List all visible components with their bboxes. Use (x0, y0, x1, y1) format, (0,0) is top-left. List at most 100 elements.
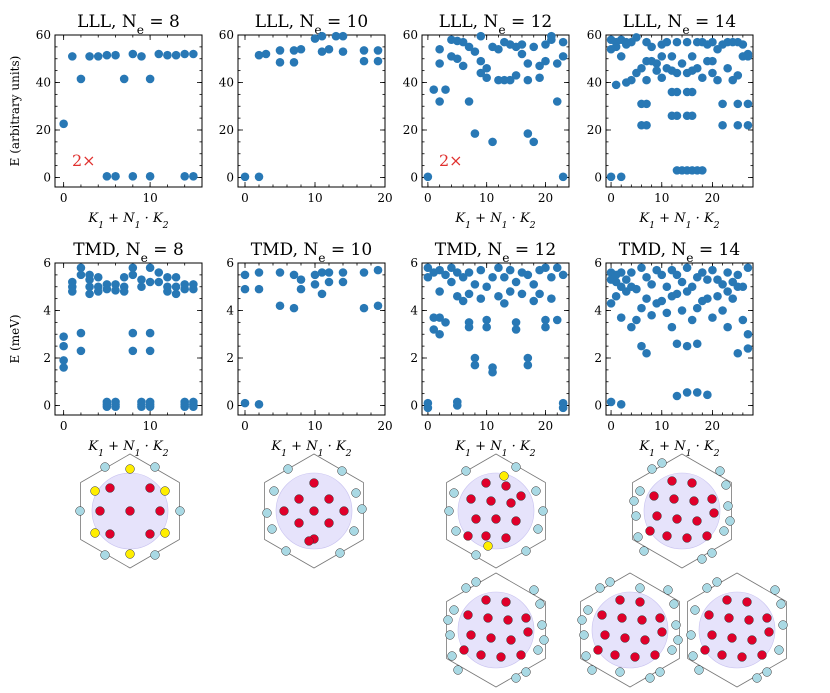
hexagon-zone (446, 453, 546, 569)
data-point (642, 294, 651, 303)
empty-site (447, 651, 457, 661)
data-point (128, 328, 138, 338)
data-point (523, 360, 533, 370)
data-point (359, 268, 369, 277)
data-point (517, 40, 527, 49)
data-point (458, 272, 468, 282)
data-point (423, 403, 433, 413)
data-point (275, 301, 285, 311)
panel-title: TMD, Ne = 10 (251, 240, 372, 265)
data-point (541, 315, 550, 325)
data-point (423, 263, 433, 273)
occupied-site (95, 506, 105, 516)
data-point (687, 52, 697, 61)
data-point (687, 282, 697, 292)
data-point (145, 263, 155, 273)
data-point (632, 315, 641, 325)
data-point (632, 284, 641, 294)
data-point (672, 87, 682, 97)
data-point (500, 75, 509, 85)
data-point (627, 75, 636, 85)
occupied-site (649, 491, 659, 501)
empty-site (752, 673, 762, 683)
data-point (616, 172, 626, 182)
occupied-site (615, 595, 625, 605)
data-point (728, 294, 738, 303)
data-point (637, 263, 646, 273)
occupied-site (105, 483, 115, 493)
axes-frame (605, 262, 754, 416)
occupied-site (637, 615, 647, 625)
empty-site (778, 620, 788, 630)
data-point (128, 172, 138, 181)
x-axis-label: K1 + N1 · K2 (454, 211, 535, 231)
x-tick-label: 10 (307, 419, 322, 433)
data-point (429, 85, 439, 94)
occupied-site (744, 615, 754, 625)
data-point (275, 268, 285, 277)
x-tick-label: 0 (607, 419, 615, 433)
occupied-site (662, 531, 672, 541)
empty-site (150, 462, 160, 472)
data-point (470, 47, 480, 56)
data-point (692, 339, 702, 349)
x-tick-label: 20 (377, 191, 392, 205)
data-point (703, 390, 712, 400)
data-point (743, 52, 753, 61)
data-point (128, 270, 138, 280)
empty-site (657, 458, 667, 468)
occupied-site (650, 650, 660, 660)
data-point (435, 287, 444, 296)
data-point (359, 303, 369, 313)
data-point (606, 172, 616, 182)
data-point (662, 308, 672, 318)
data-point (733, 99, 743, 109)
data-point (254, 400, 264, 409)
data-point (743, 120, 753, 130)
data-point (171, 50, 181, 60)
occupied-site (466, 494, 476, 504)
empty-site (633, 532, 643, 542)
occupied-site (145, 529, 155, 539)
data-point (447, 263, 456, 273)
data-point (642, 272, 651, 282)
data-point (611, 291, 621, 301)
data-point (535, 61, 544, 71)
data-point (494, 263, 503, 273)
data-point (708, 37, 717, 47)
data-point (171, 272, 181, 282)
empty-site (533, 524, 543, 534)
data-point (289, 58, 299, 67)
empty-site (511, 462, 521, 472)
occupied-site (324, 518, 334, 528)
empty-site (702, 583, 712, 593)
data-point (310, 270, 320, 280)
occupied-site (645, 526, 655, 536)
occupied-site (486, 633, 496, 643)
panel-0-1: 0 20 40 60 0 10 20 LLL, Ne = 10 (219, 12, 393, 205)
data-point (611, 42, 621, 52)
x-tick-label: 10 (307, 191, 322, 205)
data-point (637, 303, 646, 313)
panel-0-3: 0 20 40 60 0 10 20 LLL, Ne = 14 K1 + N1 · K2 (587, 12, 754, 231)
y-tick-label: 4 (43, 304, 51, 318)
empty-site (629, 496, 639, 506)
data-point (102, 50, 112, 60)
hexagon-zone (80, 453, 180, 569)
data-point (723, 322, 732, 332)
data-point (529, 42, 539, 52)
zone-diagram-6 (686, 572, 788, 688)
zone-diagram-3 (629, 453, 735, 569)
occupied-site (491, 514, 501, 524)
data-point (163, 50, 172, 60)
y-tick-label: 40 (587, 76, 602, 90)
occupied-site (682, 533, 692, 543)
empty-site (351, 488, 361, 498)
data-point (128, 263, 138, 273)
data-point (547, 35, 556, 45)
data-point (677, 306, 687, 315)
occupied-site (294, 518, 304, 528)
data-point (523, 129, 533, 138)
empty-site (529, 585, 539, 595)
data-point (511, 325, 521, 334)
